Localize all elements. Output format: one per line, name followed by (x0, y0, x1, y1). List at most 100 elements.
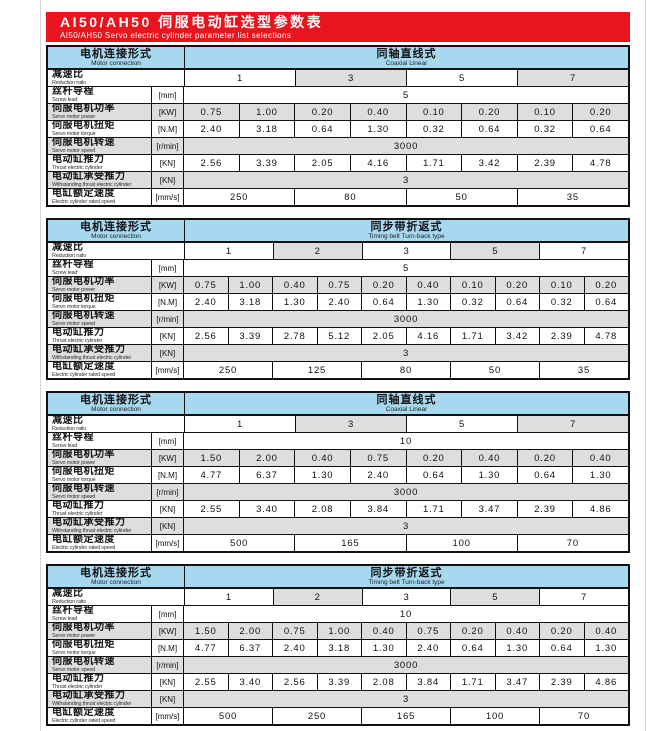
row-withstand-thrust: 电动缸承受推力 Withstanding thrust electric cyli… (48, 344, 628, 361)
ratio-value-cell: 7 (518, 416, 628, 432)
cylinder-thrust-label-zh: 电动缸推力 (52, 155, 105, 165)
connection-type-header: 同轴直线式 Coaxial Linear (185, 47, 628, 68)
motor-torque-label-zh: 伺服电机扭矩 (52, 294, 115, 304)
motor-torque-label-zh: 伺服电机扭矩 (52, 640, 115, 650)
withstand-thrust-label-zh: 电动缸承受推力 (52, 172, 126, 182)
motor-power-value-cell: 0.40 (573, 450, 628, 466)
motor-torque-value-cell: 1.30 (407, 294, 451, 310)
cylinder-thrust-value-cell: 3.39 (229, 328, 273, 344)
cylinder-thrust-value-cell: 5.12 (318, 328, 362, 344)
page-title: AI50/AH50 伺服电动缸选型参数表 (60, 14, 324, 30)
screw-lead-label-en: Screw lead (52, 616, 78, 622)
motor-power-value-cell: 0.75 (184, 277, 229, 293)
rated-speed-label: 电缸额定速度 Electric cylinder rated speed (48, 189, 152, 205)
motor-torque-value-cell: 6.37 (229, 640, 273, 656)
rated-speed-value-cell: 70 (566, 537, 579, 549)
motor-torque-label: 伺服电机扭矩 Servo motor torque (48, 640, 152, 656)
row-cylinder-thrust: 电动缸推力 Thrust electric cylinder [KN] 2.55 3.4… (48, 673, 628, 690)
motor-torque-label: 伺服电机扭矩 Servo motor torque (48, 294, 152, 310)
cylinder-thrust-unit: [KN] (152, 155, 184, 171)
withstand-thrust-label-en: Withstanding thrust electric cylinder (52, 355, 132, 361)
motor-power-value-cell: 0.40 (350, 104, 407, 120)
motor-torque-value-cell: 2.40 (184, 294, 229, 310)
screw-lead-label-zh: 丝杆导程 (52, 433, 94, 443)
motor-connection-en: Motor connection (91, 579, 141, 586)
rated-speed-value-cell: 250 (273, 708, 362, 724)
withstand-thrust-label-zh: 电动缸承受推力 (52, 345, 126, 355)
screw-lead-value-cell: 10 (399, 608, 413, 620)
screw-lead-unit: [mm] (152, 433, 184, 449)
motor-torque-value-cell: 3.18 (240, 121, 296, 137)
screw-lead-value-cell: 5 (402, 89, 410, 101)
motor-power-value-cell: 0.20 (406, 450, 463, 466)
ratio-value-cell: 7 (581, 591, 588, 603)
motor-speed-unit: [r/min] (152, 484, 184, 500)
motor-power-value-cell: 0.20 (584, 277, 628, 293)
motor-torque-values: 2.40 3.18 0.64 1.30 0.32 0.64 0.32 0.64 (184, 121, 628, 137)
cylinder-thrust-value-cell: 4.16 (351, 155, 407, 171)
motor-torque-label-zh: 伺服电机扭矩 (52, 467, 115, 477)
row-screw-lead: 丝杆导程 Screw lead [mm] 5 (48, 259, 628, 276)
motor-speed-label-en: Servo motor speed (52, 321, 96, 327)
motor-power-value-cell: 0.20 (517, 450, 574, 466)
withstand-thrust-label-zh: 电动缸承受推力 (52, 691, 126, 701)
screw-lead-label-zh: 丝杆导程 (52, 260, 94, 270)
cylinder-thrust-label-en: Thrust electric cylinder (52, 165, 103, 171)
motor-torque-value-cell: 0.64 (462, 121, 518, 137)
cylinder-thrust-value-cell: 3.84 (407, 674, 451, 690)
ratio-value-cell: 1 (185, 589, 274, 605)
motor-speed-label-zh: 伺服电机转速 (52, 484, 115, 494)
withstand-thrust-values: 3 (184, 172, 628, 188)
screw-lead-unit: [mm] (152, 606, 184, 622)
rated-speed-label-en: Electric cylinder rated speed (52, 372, 116, 378)
motor-power-value-cell: 0.40 (495, 623, 540, 639)
cylinder-thrust-value-cell: 2.39 (518, 501, 574, 517)
motor-speed-unit: [r/min] (152, 657, 184, 673)
cylinder-thrust-value-cell: 3.39 (240, 155, 296, 171)
screw-lead-unit: [mm] (152, 87, 184, 103)
motor-speed-label: 伺服电机转速 Servo motor speed (48, 311, 152, 327)
cylinder-thrust-value-cell: 3.42 (462, 155, 518, 171)
rated-speed-value-cell: 250 (184, 362, 273, 378)
parameter-table-4: 电机连接形式 Motor connection 同步带折返式 Timing belt … (46, 564, 630, 726)
ratio-value-cell: 1 (185, 243, 274, 259)
screw-lead-value-cell: 10 (399, 435, 413, 447)
motor-power-value-cell: 1.00 (239, 104, 296, 120)
screw-lead-values: 10 (184, 606, 628, 622)
motor-speed-label: 伺服电机转速 Servo motor speed (48, 657, 152, 673)
cylinder-thrust-value-cell: 2.56 (184, 328, 229, 344)
ratio-label: 减速比 Reduction ratio (48, 70, 185, 86)
row-ratio: 减速比 Reduction ratio 1 2 3 5 7 (48, 588, 628, 605)
motor-power-label-en: Servo motor power (52, 460, 96, 466)
motor-torque-value-cell: 1.30 (595, 642, 618, 654)
screw-lead-label-en: Screw lead (52, 97, 78, 103)
ratio-label-en: Reduction ratio (52, 599, 86, 605)
motor-torque-label: 伺服电机扭矩 Servo motor torque (48, 467, 152, 483)
motor-power-value-cell: 0.20 (573, 104, 628, 120)
motor-power-label: 伺服电机功率 Servo motor power (48, 104, 152, 120)
motor-speed-value-cell: 3000 (184, 138, 628, 154)
rated-speed-value-cell: 70 (577, 710, 591, 722)
motor-speed-unit: [r/min] (152, 311, 184, 327)
cylinder-thrust-label: 电动缸推力 Thrust electric cylinder (48, 155, 152, 171)
motor-torque-value-cell: 2.40 (273, 640, 318, 656)
rated-speed-value-cell: 125 (273, 362, 362, 378)
motor-torque-value-cell: 0.32 (518, 121, 574, 137)
screw-lead-values: 5 (184, 260, 628, 276)
ratio-value-cell: 3 (296, 70, 407, 86)
motor-connection-zh: 电机连接形式 (80, 394, 152, 406)
ratio-value-cell: 1 (185, 416, 296, 432)
rated-speed-unit: [mm/s] (152, 708, 184, 724)
row-motor-power: 伺服电机功率 Servo motor power [KW] 0.75 1.00 0.40 0… (48, 276, 628, 293)
motor-torque-value-cell: 1.30 (273, 294, 318, 310)
cylinder-thrust-label: 电动缸推力 Thrust electric cylinder (48, 674, 152, 690)
cylinder-thrust-unit: [KN] (152, 674, 184, 690)
motor-speed-label-zh: 伺服电机转速 (52, 311, 115, 321)
motor-power-label-en: Servo motor power (52, 287, 96, 293)
screw-lead-value-cell: 5 (402, 262, 410, 274)
cylinder-thrust-value-cell: 2.55 (184, 501, 240, 517)
row-motor-power: 伺服电机功率 Servo motor power [KW] 0.75 1.00 0.20 0… (48, 103, 628, 120)
ratio-label-en: Reduction ratio (52, 80, 86, 86)
page-edge-left (40, 0, 41, 731)
motor-torque-unit: [N.M] (152, 121, 184, 137)
